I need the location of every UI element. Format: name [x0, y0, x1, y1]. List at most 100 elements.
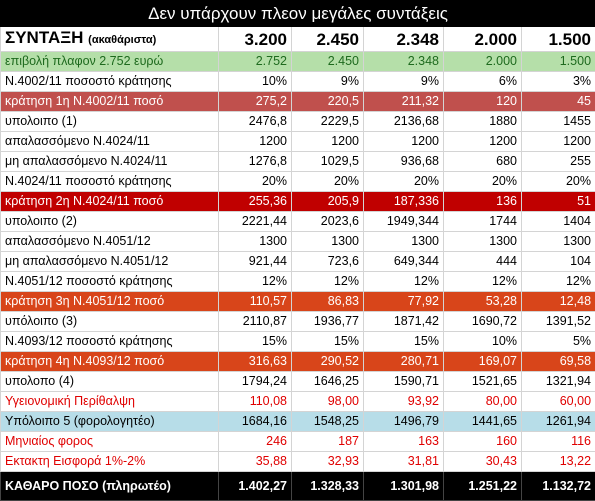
cell-value: 12% — [522, 272, 595, 292]
cell-value: 1455 — [522, 112, 595, 132]
row-label: κράτηση 4η Ν.4093/12 ποσό — [1, 352, 219, 372]
cell-value: 51 — [522, 192, 595, 212]
cell-value: 1276,8 — [219, 152, 292, 172]
cell-value: 1300 — [522, 232, 595, 252]
cell-value: 1949,344 — [364, 212, 444, 232]
row-label: κράτηση 2η Ν.4024/11 ποσό — [1, 192, 219, 212]
row-label: απαλασσόμενο Ν.4051/12 — [1, 232, 219, 252]
cell-value: 20% — [219, 172, 292, 192]
cell-value: 1200 — [364, 132, 444, 152]
cell-value: 1.328,33 — [292, 472, 364, 501]
row-label: Ν.4051/12 ποσοστό κράτησης — [1, 272, 219, 292]
cell-value: 1590,71 — [364, 372, 444, 392]
cell-value: 2110,87 — [219, 312, 292, 332]
cell-value: 187,336 — [364, 192, 444, 212]
cell-value: 116 — [522, 432, 595, 452]
cell-value: 30,43 — [444, 452, 522, 472]
cell-value: 255,36 — [219, 192, 292, 212]
cell-value: 220,5 — [292, 92, 364, 112]
cell-value: 2229,5 — [292, 112, 364, 132]
cell-value: 12,48 — [522, 292, 595, 312]
header-value: 1.500 — [522, 27, 595, 52]
cell-value: 1.132,72 — [522, 472, 595, 501]
cell-value: 160 — [444, 432, 522, 452]
cell-value: 104 — [522, 252, 595, 272]
cell-value: 69,58 — [522, 352, 595, 372]
cell-value: 1029,5 — [292, 152, 364, 172]
cell-value: 98,00 — [292, 392, 364, 412]
header-value: 2.000 — [444, 27, 522, 52]
cell-value: 1300 — [219, 232, 292, 252]
cell-value: 246 — [219, 432, 292, 452]
cell-value: 1321,94 — [522, 372, 595, 392]
cell-value: 2476,8 — [219, 112, 292, 132]
cell-value: 110,08 — [219, 392, 292, 412]
cell-value: 1548,25 — [292, 412, 364, 432]
cell-value: 1744 — [444, 212, 522, 232]
cell-value: 723,6 — [292, 252, 364, 272]
cell-value: 255 — [522, 152, 595, 172]
cell-value: 1684,16 — [219, 412, 292, 432]
title-row: Δεν υπάρχουν πλεον μεγάλες συντάξεις — [1, 1, 595, 27]
row-label: μη απαλασσόμενο Ν.4051/12 — [1, 252, 219, 272]
cell-value: 205,9 — [292, 192, 364, 212]
row-label: κράτηση 3η Ν.4051/12 ποσό — [1, 292, 219, 312]
row-label: Ν.4093/12 ποσοστό κράτησης — [1, 332, 219, 352]
cell-value: 15% — [219, 332, 292, 352]
cell-value: 275,2 — [219, 92, 292, 112]
cell-value: 649,344 — [364, 252, 444, 272]
cell-value: 136 — [444, 192, 522, 212]
cell-value: 2.752 — [219, 52, 292, 72]
cell-value: 936,68 — [364, 152, 444, 172]
cell-value: 1794,24 — [219, 372, 292, 392]
header-label-cell: ΣΥΝΤΑΞΗ (ακαθάριστα) — [1, 27, 219, 52]
cell-value: 2221,44 — [219, 212, 292, 232]
cell-value: 1300 — [444, 232, 522, 252]
cell-value: 1880 — [444, 112, 522, 132]
cell-value: 169,07 — [444, 352, 522, 372]
row-label: υπολοιπο (1) — [1, 112, 219, 132]
cell-value: 86,83 — [292, 292, 364, 312]
cell-value: 6% — [444, 72, 522, 92]
cell-value: 77,92 — [364, 292, 444, 312]
cell-value: 1496,79 — [364, 412, 444, 432]
row-label: υπολοιπο (2) — [1, 212, 219, 232]
title: Δεν υπάρχουν πλεον μεγάλες συντάξεις — [1, 1, 595, 27]
cell-value: 1646,25 — [292, 372, 364, 392]
row-label: Εκτακτη Εισφορά 1%-2% — [1, 452, 219, 472]
row-label: Ν.4002/11 ποσοστό κράτησης — [1, 72, 219, 92]
cell-value: 13,22 — [522, 452, 595, 472]
cell-value: 60,00 — [522, 392, 595, 412]
cell-value: 5% — [522, 332, 595, 352]
header-value: 2.450 — [292, 27, 364, 52]
cell-value: 1261,94 — [522, 412, 595, 432]
cell-value: 2136,68 — [364, 112, 444, 132]
cell-value: 2.450 — [292, 52, 364, 72]
header-value: 2.348 — [364, 27, 444, 52]
cell-value: 10% — [444, 332, 522, 352]
cell-value: 2.000 — [444, 52, 522, 72]
row-label: Μηνιαίος φορος — [1, 432, 219, 452]
row-label: ΚΑΘΑΡΟ ΠΟΣΟ (πληρωτέο) — [1, 472, 219, 501]
cell-value: 1.301,98 — [364, 472, 444, 501]
row-label: επιβολή πλαφον 2.752 ευρώ — [1, 52, 219, 72]
cell-value: 680 — [444, 152, 522, 172]
cell-value: 1.402,27 — [219, 472, 292, 501]
header-note: (ακαθάριστα) — [88, 34, 156, 46]
